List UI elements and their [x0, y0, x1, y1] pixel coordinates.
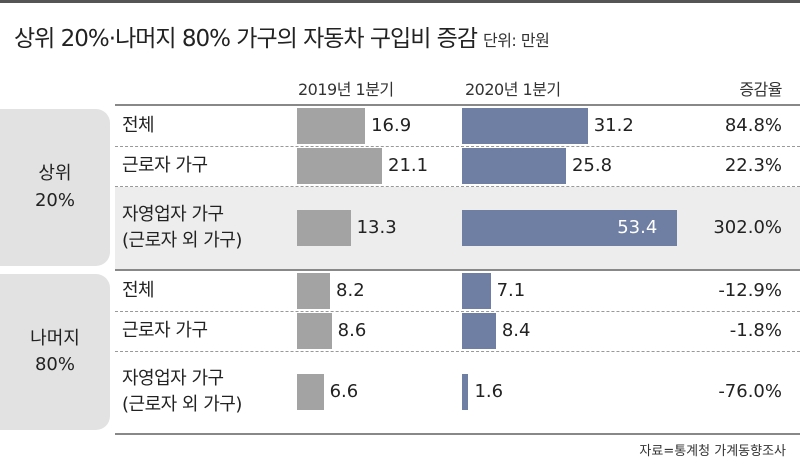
table-row: 자영업자 가구 (근로자 외 가구) 13.3 53.4 302.0%: [115, 187, 800, 269]
table-row: 근로자 가구 21.1 25.8 22.3%: [115, 146, 800, 187]
bar-2020: [462, 374, 469, 410]
group-rule: [115, 433, 800, 435]
row-label-line: 근로자 가구: [122, 155, 208, 176]
value-2019: 8.6: [337, 320, 367, 341]
change-value: 22.3%: [724, 155, 782, 176]
source-note: 자료=통계청 가계동향조사: [639, 444, 786, 459]
change-value: 302.0%: [713, 217, 782, 238]
bar-2019: [297, 374, 324, 410]
value-2020: 53.4: [617, 217, 658, 238]
group-name-line: 80%: [34, 354, 75, 375]
bar-2020: [462, 108, 588, 144]
table-row: 자영업자 가구 (근로자 외 가구) 6.6 1.6 -76.0%: [115, 351, 800, 433]
group-label: 상위 20%: [0, 109, 110, 266]
header-change: 증감율: [739, 80, 782, 99]
row-divider: [115, 351, 800, 352]
value-2020: 31.2: [593, 115, 634, 136]
table-row: 전체 16.9 31.2 84.8%: [115, 106, 800, 147]
row-label-line: (근로자 외 가구): [122, 230, 242, 252]
header-2019: 2019년 1분기: [298, 80, 394, 99]
row-label-line: 자영업자 가구: [122, 204, 224, 225]
row-label-line: 자영업자 가구: [122, 368, 224, 389]
value-2019: 13.3: [356, 217, 397, 238]
table-row: 전체 8.2 7.1 -12.9%: [115, 271, 800, 312]
row-label-line: 근로자 가구: [122, 320, 208, 341]
value-2020: 8.4: [501, 320, 531, 341]
bar-2019: [297, 148, 383, 184]
value-2019: 16.9: [371, 115, 412, 136]
row-label-line: 전체: [122, 115, 155, 136]
row-divider: [115, 311, 800, 312]
group-name-line: 상위: [38, 163, 72, 185]
row-label: 근로자 가구: [122, 153, 208, 179]
bar-2019: [297, 210, 351, 246]
change-value: -1.8%: [729, 320, 782, 341]
value-2020: 25.8: [571, 155, 613, 176]
group-rule: [115, 269, 800, 271]
value-2020: 1.6: [474, 381, 504, 402]
unit-label: 단위: 만원: [482, 31, 550, 50]
group-label: 나머지 80%: [0, 274, 110, 430]
group-name-line: 나머지: [30, 327, 80, 349]
bar-2019: [297, 108, 366, 144]
bar-2019: [297, 313, 332, 349]
bar-2020: [462, 148, 566, 184]
table-row: 근로자 가구 8.6 8.4 -1.8%: [115, 311, 800, 352]
change-value: 84.8%: [724, 115, 782, 136]
group-name: 상위 20%: [35, 161, 75, 213]
row-label: 전체: [122, 278, 155, 304]
change-value: -12.9%: [718, 280, 782, 301]
bar-2020: [462, 313, 496, 349]
row-label-line: (근로자 외 가구): [122, 394, 242, 416]
value-2020: 7.1: [496, 280, 526, 301]
value-2019: 21.1: [388, 155, 429, 176]
value-2019: 6.6: [329, 381, 359, 402]
row-label: 자영업자 가구 (근로자 외 가구): [122, 202, 242, 254]
header-rule: [115, 104, 800, 106]
bar-2019: [297, 273, 331, 309]
row-label: 근로자 가구: [122, 318, 208, 344]
value-2019: 8.2: [336, 280, 365, 301]
row-label-line: 전체: [122, 280, 155, 301]
row-divider: [115, 186, 800, 187]
row-divider: [115, 146, 800, 147]
bar-2020: [462, 273, 491, 309]
header-2020: 2020년 1분기: [465, 80, 561, 99]
chart-title: 상위 20%·나머지 80% 가구의 자동차 구입비 증감 단위: 만원: [14, 26, 550, 52]
row-label: 전체: [122, 113, 155, 139]
row-label: 자영업자 가구 (근로자 외 가구): [122, 366, 242, 418]
bar-2020: [462, 210, 678, 246]
change-value: -76.0%: [718, 381, 782, 402]
group-name-line: 20%: [34, 189, 75, 211]
group-name: 나머지 80%: [30, 326, 80, 378]
